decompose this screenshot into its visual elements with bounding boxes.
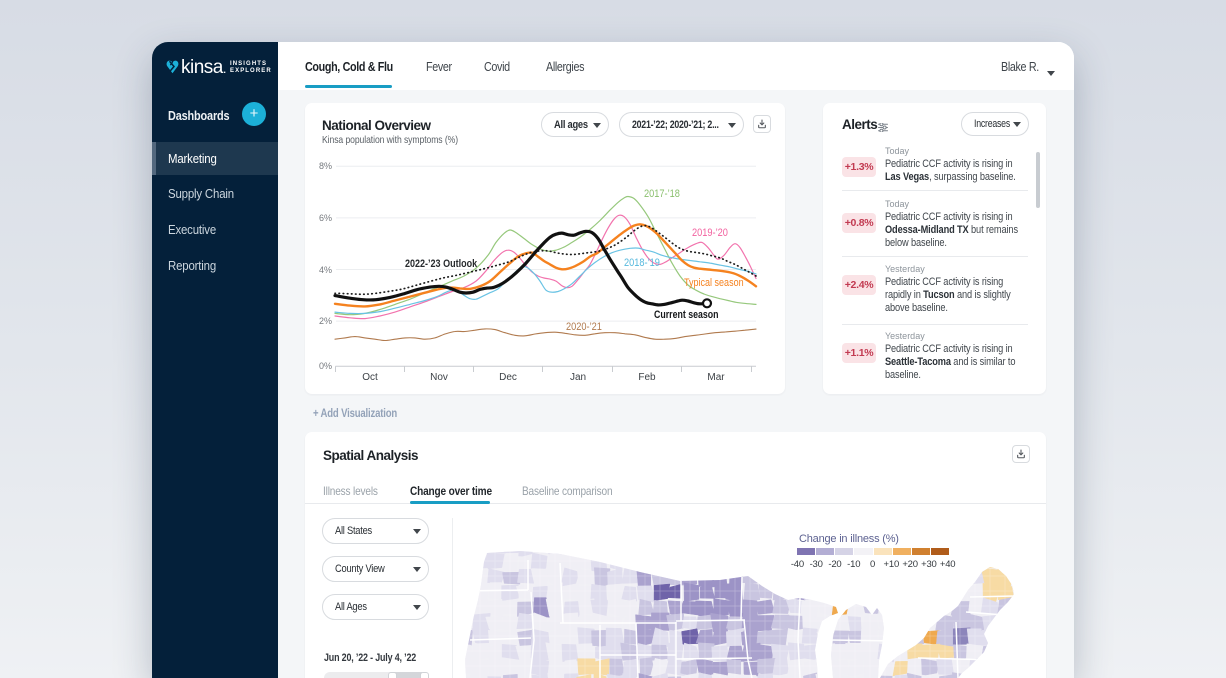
svg-text:2018-’19: 2018-’19 [624,257,660,269]
svg-text:0%: 0% [319,361,332,371]
svg-text:2017-’18: 2017-’18 [644,188,680,200]
svg-text:2022-’23 Outlook: 2022-’23 Outlook [405,258,477,270]
svg-text:Oct: Oct [362,372,378,383]
svg-text:Current season: Current season [654,309,719,321]
svg-text:Nov: Nov [430,372,448,383]
svg-text:Jan: Jan [570,372,586,383]
svg-text:2019-’20: 2019-’20 [692,227,728,239]
svg-text:Feb: Feb [638,372,656,383]
svg-text:8%: 8% [319,161,332,171]
svg-text:2020-’21: 2020-’21 [566,321,602,333]
svg-text:Typical season: Typical season [684,277,744,289]
svg-text:4%: 4% [319,265,332,275]
svg-text:Mar: Mar [707,372,725,383]
svg-text:6%: 6% [319,213,332,223]
svg-text:2%: 2% [319,316,332,326]
svg-text:Dec: Dec [499,372,517,383]
